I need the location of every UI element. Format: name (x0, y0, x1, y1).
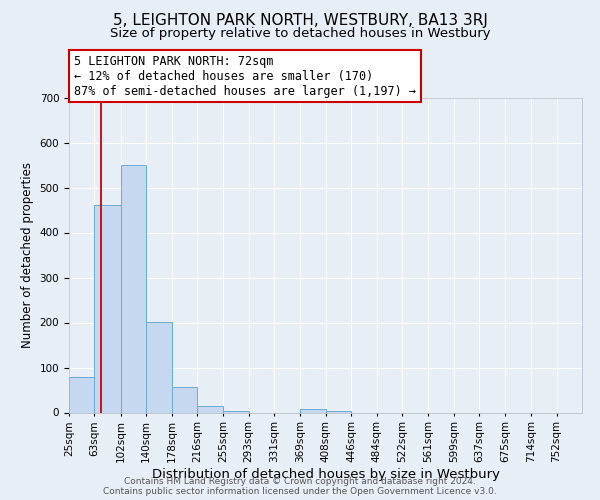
Bar (299, 410, 326, 412)
Bar (146, 322, 172, 412)
Bar (223, 411, 249, 412)
Y-axis label: Number of detached properties: Number of detached properties (21, 162, 34, 348)
Bar (69, 378, 94, 412)
X-axis label: Distribution of detached houses by size in Westbury: Distribution of detached houses by size … (151, 468, 499, 481)
Bar (94, 204, 121, 412)
Text: 5, LEIGHTON PARK NORTH, WESTBURY, BA13 3RJ: 5, LEIGHTON PARK NORTH, WESTBURY, BA13 3… (113, 12, 487, 28)
Text: Size of property relative to detached houses in Westbury: Size of property relative to detached ho… (110, 28, 490, 40)
Bar (172, 387, 197, 412)
Bar (197, 406, 223, 412)
Text: 5 LEIGHTON PARK NORTH: 72sqm
← 12% of detached houses are smaller (170)
87% of s: 5 LEIGHTON PARK NORTH: 72sqm ← 12% of de… (74, 54, 416, 98)
Bar (326, 411, 352, 412)
Text: Contains HM Land Registry data © Crown copyright and database right 2024.: Contains HM Land Registry data © Crown c… (124, 477, 476, 486)
Bar (121, 165, 146, 412)
Text: Contains public sector information licensed under the Open Government Licence v3: Contains public sector information licen… (103, 487, 497, 496)
